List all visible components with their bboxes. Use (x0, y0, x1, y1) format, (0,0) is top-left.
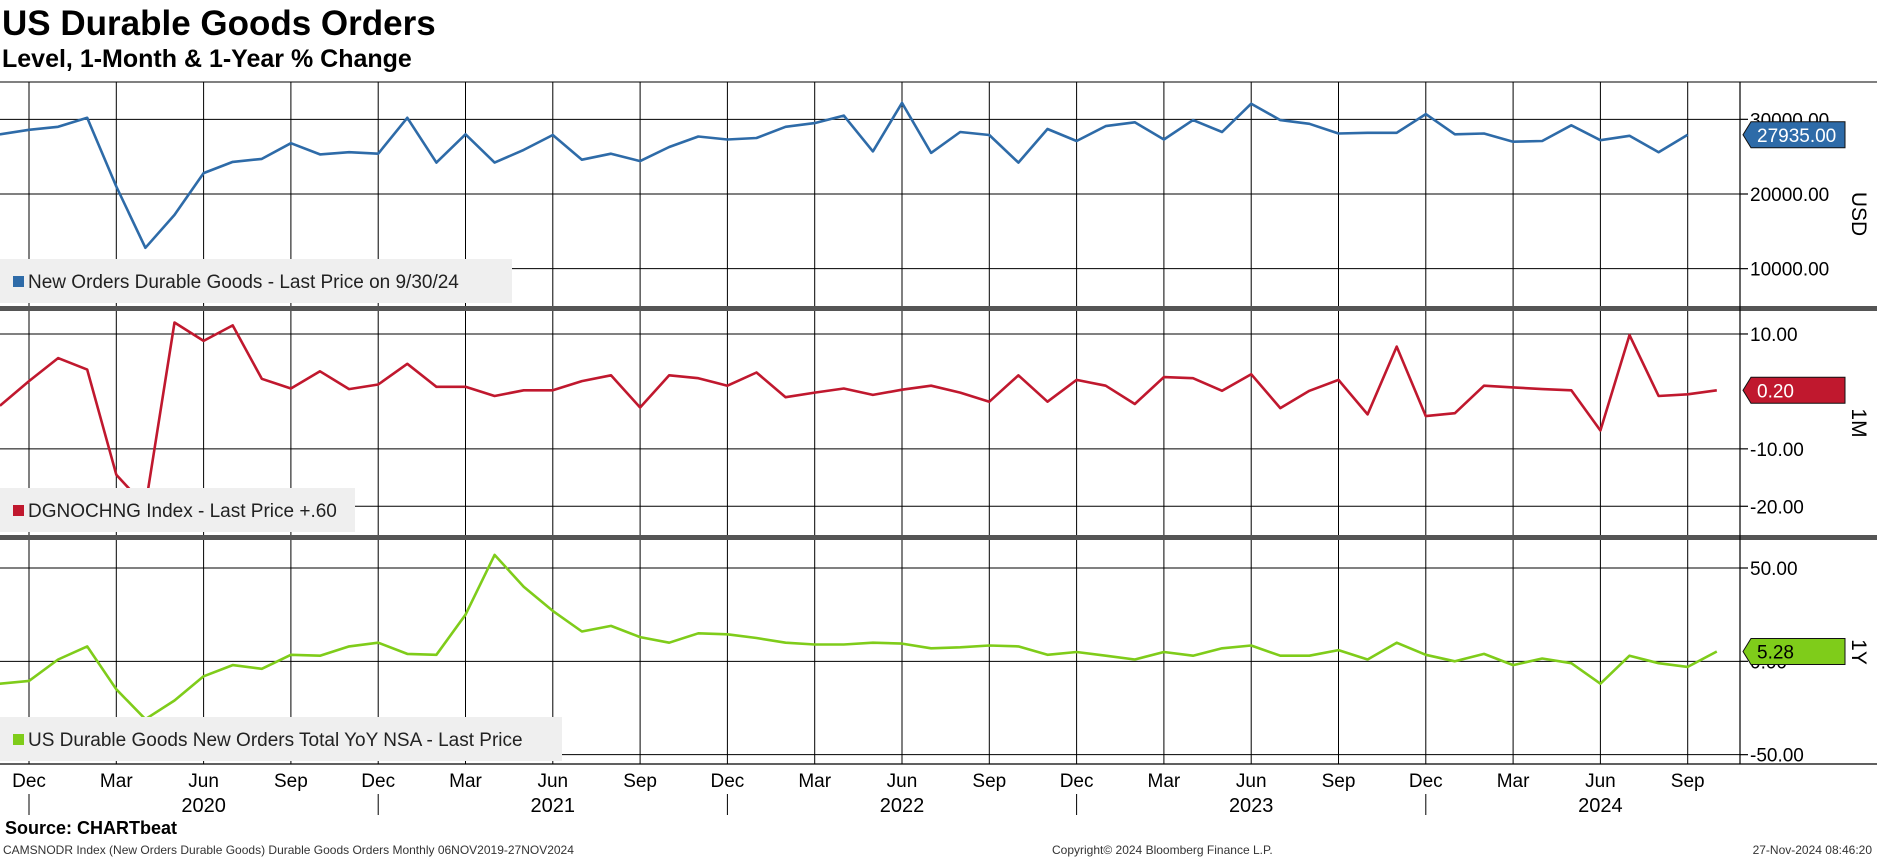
yoy-last-value-badge (1742, 637, 1846, 665)
panel-divider (0, 306, 1877, 311)
mom-legend-swatch (13, 505, 24, 516)
yoy-legend-label: US Durable Goods New Orders Total YoY NS… (28, 730, 523, 751)
mom-axis-title: 1M (1847, 408, 1870, 437)
x-tick-label: Jun (1585, 771, 1616, 792)
level-series-line (0, 101, 1689, 250)
footer-index-info: CAMSNODR Index (New Orders Durable Goods… (3, 843, 574, 857)
level-legend-box (0, 259, 512, 303)
x-year-label: 2021 (531, 795, 576, 817)
yoy-last-value-label: 5.28 (1757, 642, 1794, 663)
source-label: Source: CHARTbeat (5, 818, 178, 838)
y-tick-label: 10000.00 (1750, 260, 1829, 281)
level-axis-title: USD (1847, 192, 1870, 236)
x-tick-label: Mar (100, 771, 133, 792)
y-tick-label: -20.00 (1750, 497, 1804, 518)
legend-layer: New Orders Durable Goods - Last Price on… (0, 259, 562, 761)
yoy-legend-box (0, 717, 562, 761)
x-tick-label: Dec (12, 771, 46, 792)
level-legend-swatch (13, 276, 24, 287)
x-tick-label: Sep (623, 771, 657, 792)
x-tick-label: Jun (537, 771, 568, 792)
mom-series-line (0, 321, 1717, 508)
footer-copyright: Copyright© 2024 Bloomberg Finance L.P. (1052, 843, 1273, 857)
grid-layer (0, 82, 1877, 764)
x-tick-label: Dec (711, 771, 745, 792)
x-year-label: 2024 (1578, 795, 1623, 817)
y-tick-label: 50.00 (1750, 559, 1798, 580)
series-layer (0, 101, 1718, 721)
x-tick-label: Jun (188, 771, 219, 792)
x-tick-label: Sep (972, 771, 1006, 792)
x-tick-label: Sep (1671, 771, 1705, 792)
x-tick-label: Dec (361, 771, 395, 792)
x-tick-label: Dec (1409, 771, 1443, 792)
x-year-label: 2020 (181, 795, 226, 817)
yoy-series-line (0, 553, 1718, 721)
x-tick-label: Mar (1497, 771, 1530, 792)
x-year-label: 2022 (880, 795, 925, 817)
y-tick-label: 20000.00 (1750, 185, 1829, 206)
x-tick-label: Sep (274, 771, 308, 792)
x-tick-label: Mar (449, 771, 482, 792)
level-legend-label: New Orders Durable Goods - Last Price on… (28, 272, 459, 293)
x-tick-label: Jun (887, 771, 918, 792)
y-tick-label: 10.00 (1750, 325, 1798, 346)
mom-last-value-badge (1742, 376, 1846, 404)
chart-title: US Durable Goods Orders (2, 4, 436, 43)
x-tick-label: Dec (1060, 771, 1094, 792)
x-tick-label: Mar (798, 771, 831, 792)
mom-last-value-label: 0.20 (1757, 381, 1794, 402)
footer-timestamp: 27-Nov-2024 08:46:20 (1752, 843, 1872, 857)
y-tick-label: -10.00 (1750, 440, 1804, 461)
chart-subtitle: Level, 1-Month & 1-Year % Change (2, 45, 412, 73)
y-tick-label: -50.00 (1750, 746, 1804, 767)
level-last-value-badge (1742, 121, 1846, 149)
axis-layer: Dec Mar Jun Sep Dec Mar Jun Sep Dec Mar Jun Sep Dec M… (0, 81, 1877, 817)
panel-divider (0, 535, 1877, 540)
mom-legend-box (0, 488, 355, 532)
mom-legend-label: DGNOCHNG Index - Last Price +.60 (28, 501, 337, 522)
yoy-legend-swatch (13, 734, 24, 745)
x-tick-label: Jun (1236, 771, 1267, 792)
x-tick-label: Mar (1148, 771, 1181, 792)
level-last-value-label: 27935.00 (1757, 126, 1836, 147)
yoy-axis-title: 1Y (1847, 639, 1870, 665)
x-year-label: 2023 (1229, 795, 1274, 817)
x-tick-label: Sep (1322, 771, 1356, 792)
